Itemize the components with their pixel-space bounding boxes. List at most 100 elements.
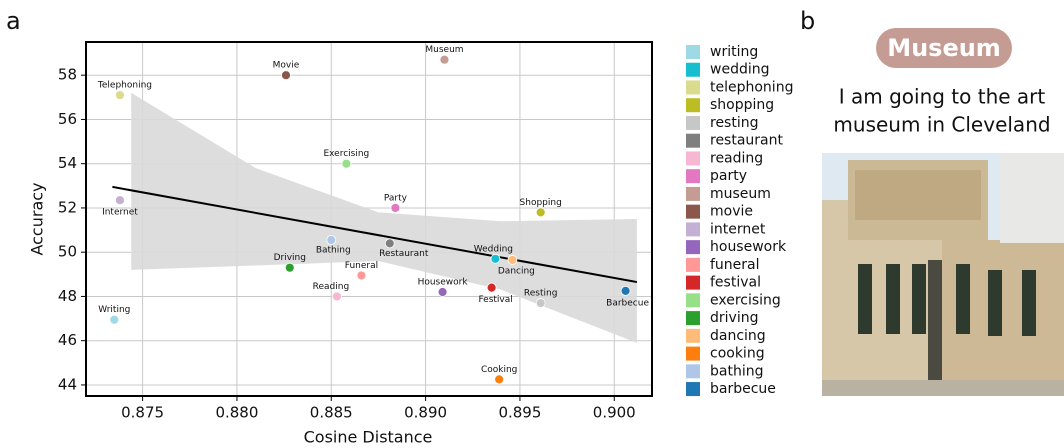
x-tick-label: 0.880 — [215, 404, 258, 422]
x-tick-label: 0.895 — [498, 404, 541, 422]
legend-swatch — [686, 116, 700, 130]
point-label: Resting — [524, 289, 558, 299]
photo — [822, 153, 1064, 396]
caption: museum in Cleveland — [833, 113, 1050, 137]
point-label: Festival — [478, 295, 512, 305]
legend-label: driving — [710, 310, 758, 326]
point-label: Telephoning — [97, 81, 152, 91]
legend-label: shopping — [710, 97, 774, 113]
point — [438, 288, 447, 297]
y-tick-label: 50 — [58, 243, 77, 261]
legend-label: barbecue — [710, 381, 776, 397]
x-tick-label: 0.890 — [404, 404, 447, 422]
y-tick-label: 58 — [58, 66, 77, 84]
plot: 44 46 48 50 52 54 56 58 0.875 0.880 0.885 0.890 0.89… — [58, 42, 652, 422]
point-label: Driving — [274, 253, 306, 263]
point-label: Restaurant — [379, 249, 429, 259]
point — [285, 263, 294, 272]
legend-label: movie — [710, 204, 753, 220]
legend-swatch — [686, 222, 700, 236]
legend-swatch — [686, 293, 700, 307]
legend-swatch — [686, 134, 700, 148]
x-tick-label: 0.875 — [121, 404, 164, 422]
legend-label: internet — [710, 221, 766, 237]
x-axis-label: Cosine Distance — [304, 428, 433, 447]
point — [440, 55, 449, 64]
legend-label: telephoning — [710, 79, 793, 95]
legend-label: dancing — [710, 328, 766, 344]
y-axis-label: Accuracy — [28, 182, 47, 255]
panel-label: a — [6, 7, 21, 35]
y-tick-label: 46 — [58, 331, 77, 349]
point-label: Housework — [418, 278, 469, 288]
x-tick-label: 0.900 — [593, 404, 636, 422]
legend-label: resting — [710, 115, 759, 131]
legend-label: museum — [710, 186, 771, 202]
point-label: Movie — [273, 61, 300, 71]
point-label: Funeral — [345, 261, 378, 271]
point-label: Party — [384, 193, 408, 203]
point — [508, 255, 517, 264]
point — [115, 196, 124, 205]
legend-swatch — [686, 276, 700, 290]
legend-swatch — [686, 63, 700, 77]
point-label: Writing — [98, 305, 130, 315]
y-tick-label: 54 — [58, 154, 77, 172]
panel-label: b — [800, 7, 815, 35]
point — [357, 271, 366, 280]
x-tick-label: 0.885 — [310, 404, 353, 422]
confidence-band — [131, 93, 637, 343]
legend-label: exercising — [710, 292, 781, 308]
point — [487, 283, 496, 292]
page: a b Cosine Distance Accuracy 44 46 48 50 52 5… — [0, 0, 1064, 448]
point — [491, 254, 500, 263]
caption: I am going to the art — [839, 85, 1046, 109]
y-tick-label: 52 — [58, 198, 77, 216]
legend-label: bathing — [710, 363, 763, 379]
point-label: Reading — [313, 282, 350, 292]
legend-swatch — [686, 258, 700, 272]
legend-label: cooking — [710, 346, 765, 362]
point-label: Bathing — [316, 246, 351, 256]
point-label: Exercising — [323, 149, 369, 159]
y-tick-label: 48 — [58, 287, 77, 305]
point — [332, 292, 341, 301]
figure: a b Cosine Distance Accuracy 44 46 48 50 52 5… — [0, 0, 1064, 448]
legend-swatch — [686, 364, 700, 378]
legend-swatch — [686, 205, 700, 219]
legend-label: reading — [710, 150, 763, 166]
y-tick-label: 44 — [58, 375, 77, 393]
legend-label: writing — [710, 44, 758, 60]
legend-label: funeral — [710, 257, 760, 273]
y-tick-label: 56 — [58, 110, 77, 128]
point — [391, 203, 400, 212]
legend-swatch — [686, 382, 700, 396]
point-label: Shopping — [520, 198, 562, 208]
legend-swatch — [686, 80, 700, 94]
legend-swatch — [686, 187, 700, 201]
point-label: Barbecue — [606, 298, 649, 308]
point-label: Wedding — [474, 244, 513, 254]
point — [327, 236, 336, 245]
point-label: Internet — [102, 208, 138, 218]
legend-swatch — [686, 311, 700, 325]
legend-swatch — [686, 347, 700, 361]
legend-label: restaurant — [710, 133, 784, 149]
legend-label: wedding — [710, 62, 770, 78]
point — [536, 299, 545, 308]
point — [115, 91, 124, 100]
point-label: Museum — [425, 45, 463, 55]
legend-label: festival — [710, 275, 761, 291]
point — [110, 315, 119, 324]
point — [342, 159, 351, 168]
legend-swatch — [686, 329, 700, 343]
legend-swatch — [686, 169, 700, 183]
legend-swatch — [686, 98, 700, 112]
point — [281, 71, 290, 80]
point-label: Dancing — [498, 266, 535, 276]
point — [621, 286, 630, 295]
point — [495, 375, 504, 384]
legend-label: party — [710, 168, 747, 184]
point-label: Cooking — [481, 365, 517, 375]
legend-swatch — [686, 151, 700, 165]
